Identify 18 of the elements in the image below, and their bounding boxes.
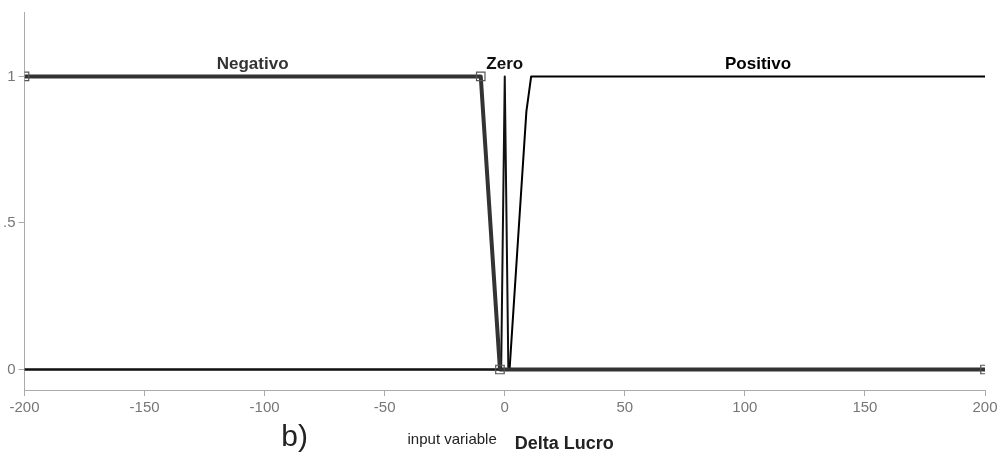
x-tick-label: -150 <box>129 398 160 416</box>
x-tick-label: -50 <box>373 398 396 416</box>
x-tick-label: 100 <box>732 398 758 416</box>
y-tick-label: 0 <box>7 359 16 377</box>
series-label: Positivo <box>725 53 792 73</box>
y-tick-label: 1 <box>7 66 16 84</box>
x-tick-label: -200 <box>9 398 40 416</box>
y-tick-label: .5 <box>2 213 16 231</box>
x-tick-label: 150 <box>852 398 878 416</box>
text: b) <box>281 419 308 453</box>
series-label: Zero <box>486 53 524 73</box>
x-tick-label: -100 <box>249 398 280 416</box>
x-tick-label: 50 <box>616 398 634 416</box>
text: Delta Lucro <box>514 432 614 453</box>
x-tick-label: 0 <box>500 398 509 416</box>
series-label: Negativo <box>216 53 289 73</box>
x-axis-title: input variable <box>407 430 497 448</box>
x-tick-label: 200 <box>972 398 998 416</box>
